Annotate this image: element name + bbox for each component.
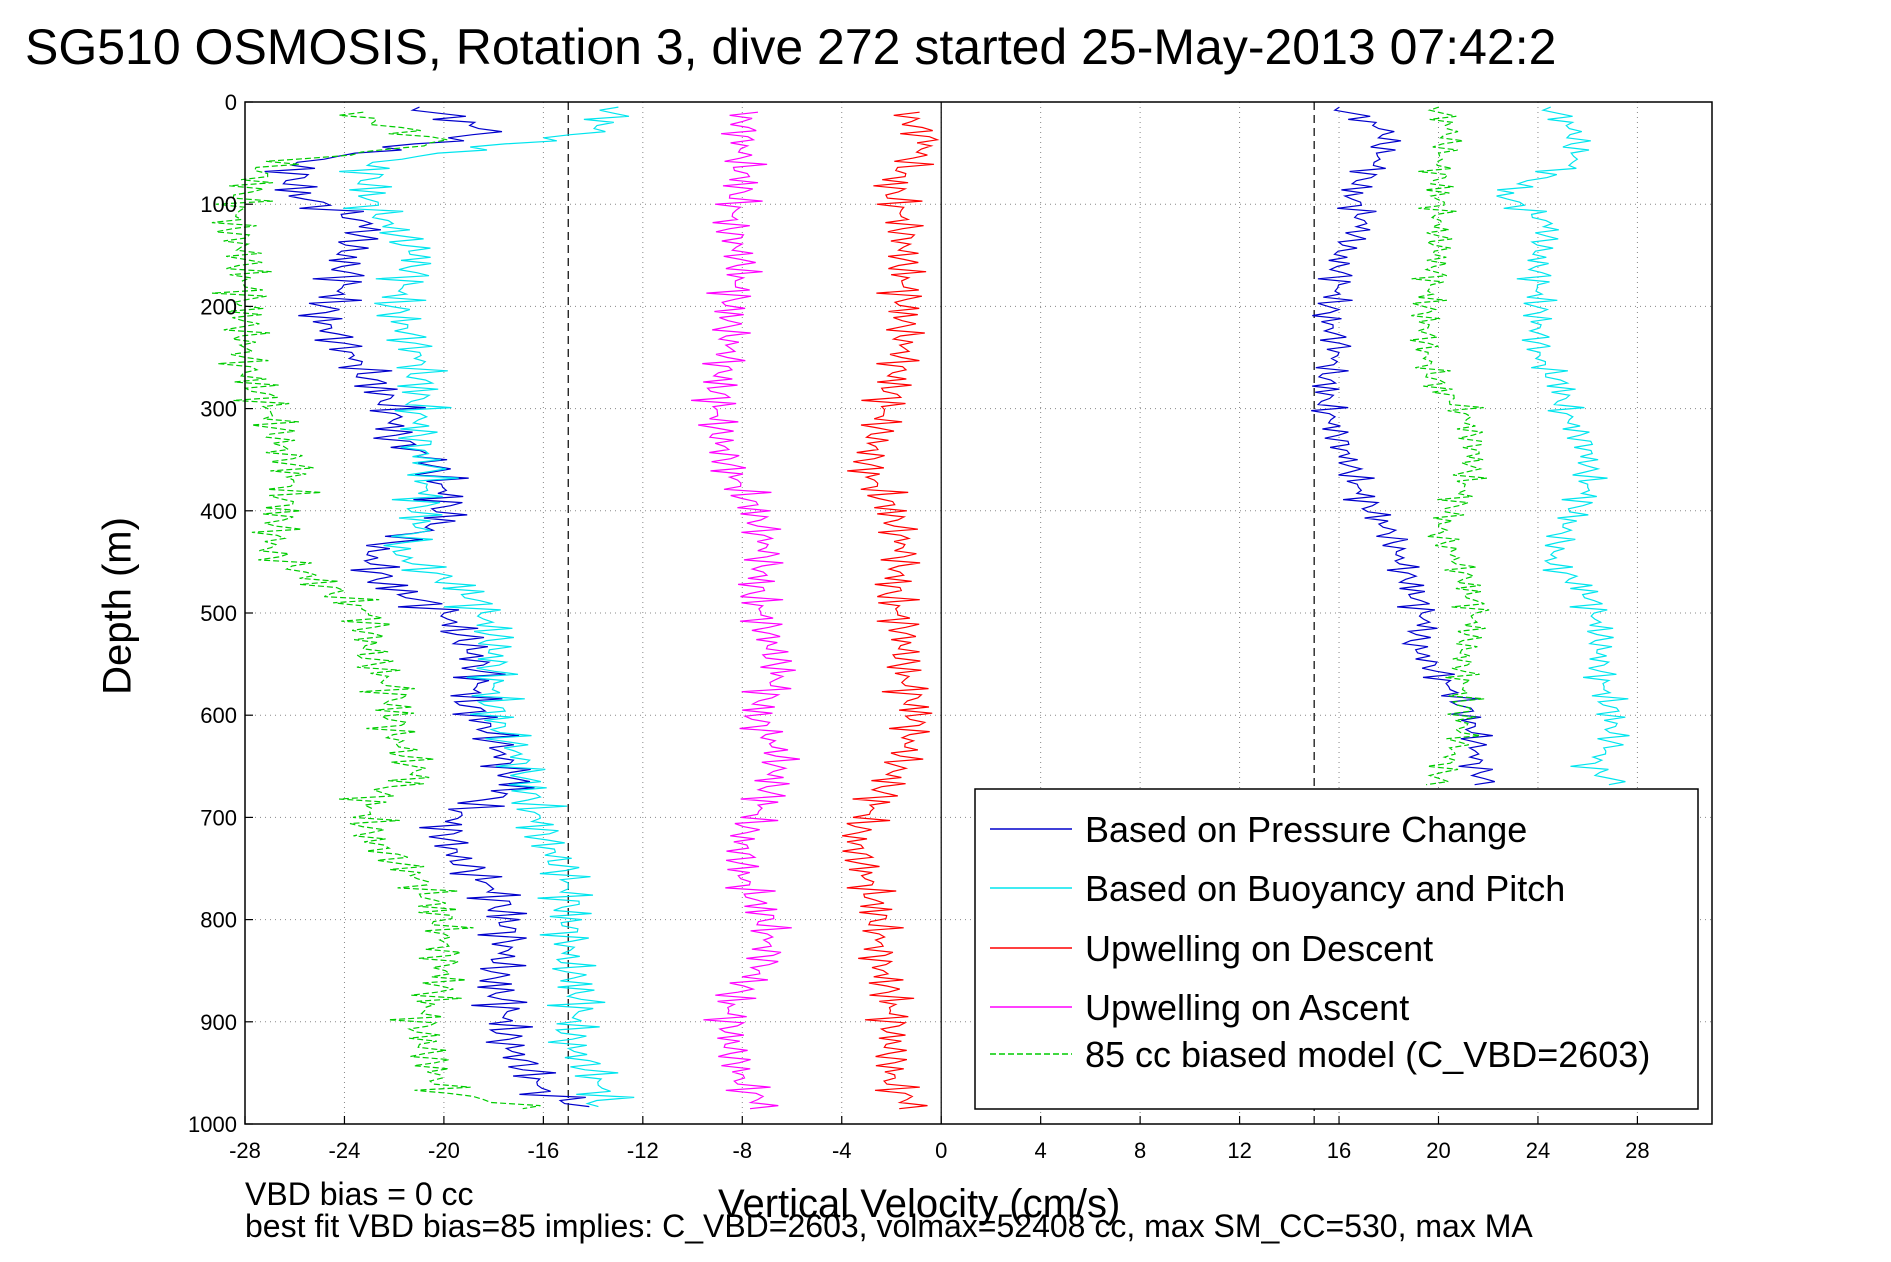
legend-box	[974, 788, 1699, 1110]
y-tick-label: 900	[200, 1010, 237, 1035]
y-tick-label: 1000	[188, 1112, 237, 1137]
y-tick-label: 100	[200, 192, 237, 217]
x-tick-label: -20	[428, 1138, 460, 1163]
series-4-descent-line	[211, 111, 541, 1110]
x-tick-label: -28	[229, 1138, 261, 1163]
x-tick-label: -24	[329, 1138, 361, 1163]
series-1-descent-line	[339, 106, 635, 1108]
x-tick-label: -4	[832, 1138, 852, 1163]
x-tick-label: 0	[935, 1138, 947, 1163]
series-lines	[211, 106, 1630, 1110]
series-4-ascent-line	[1409, 106, 1490, 786]
vbd-bias-note: VBD bias = 0 cc	[245, 1176, 474, 1212]
y-tick-label: 800	[200, 908, 237, 933]
legend-label: Upwelling on Ascent	[1085, 987, 1409, 1028]
axis-ticks: -28 -24 -20 -16 -12 -8 -4 0 4 8 12 16 20 24 28 0 100 200 3…	[188, 90, 1650, 1163]
chart-title: SG510 OSMOSIS, Rotation 3, dive 272 star…	[25, 19, 1557, 75]
y-tick-label: 400	[200, 499, 237, 524]
x-tick-label: 16	[1327, 1138, 1351, 1163]
best-fit-note: best fit VBD bias=85 implies: C_VBD=2603…	[245, 1208, 1533, 1244]
y-tick-label: 300	[200, 397, 237, 422]
y-axis-label: Depth (m)	[95, 517, 140, 695]
x-tick-label: -8	[733, 1138, 753, 1163]
x-tick-label: -16	[527, 1138, 559, 1163]
x-tick-label: 8	[1134, 1138, 1146, 1163]
y-tick-label: 500	[200, 601, 237, 626]
x-tick-label: 12	[1227, 1138, 1251, 1163]
series-3-line	[691, 111, 800, 1110]
legend-label: Based on Pressure Change	[1085, 809, 1527, 850]
x-tick-label: 28	[1625, 1138, 1649, 1163]
y-tick-label: 600	[200, 703, 237, 728]
y-tick-label: 0	[225, 90, 237, 115]
series-0-ascent-line	[1311, 106, 1495, 786]
legend-label: 85 cc biased model (C_VBD=2603)	[1085, 1034, 1650, 1075]
series-0-descent-line	[264, 106, 590, 1108]
x-tick-label: 4	[1035, 1138, 1047, 1163]
x-tick-label: -12	[627, 1138, 659, 1163]
x-axis-label: Vertical Velocity (cm/s)	[718, 1182, 1121, 1226]
y-tick-label: 200	[200, 294, 237, 319]
x-tick-label: 20	[1426, 1138, 1450, 1163]
series-2-line	[841, 111, 940, 1110]
legend-label: Upwelling on Descent	[1085, 928, 1433, 969]
legend: Based on Pressure Change Based on Buoyanc…	[974, 788, 1699, 1110]
y-tick-label: 700	[200, 805, 237, 830]
series-1-ascent-line	[1496, 106, 1630, 786]
legend-label: Based on Buoyancy and Pitch	[1085, 868, 1565, 909]
x-tick-label: 24	[1526, 1138, 1550, 1163]
